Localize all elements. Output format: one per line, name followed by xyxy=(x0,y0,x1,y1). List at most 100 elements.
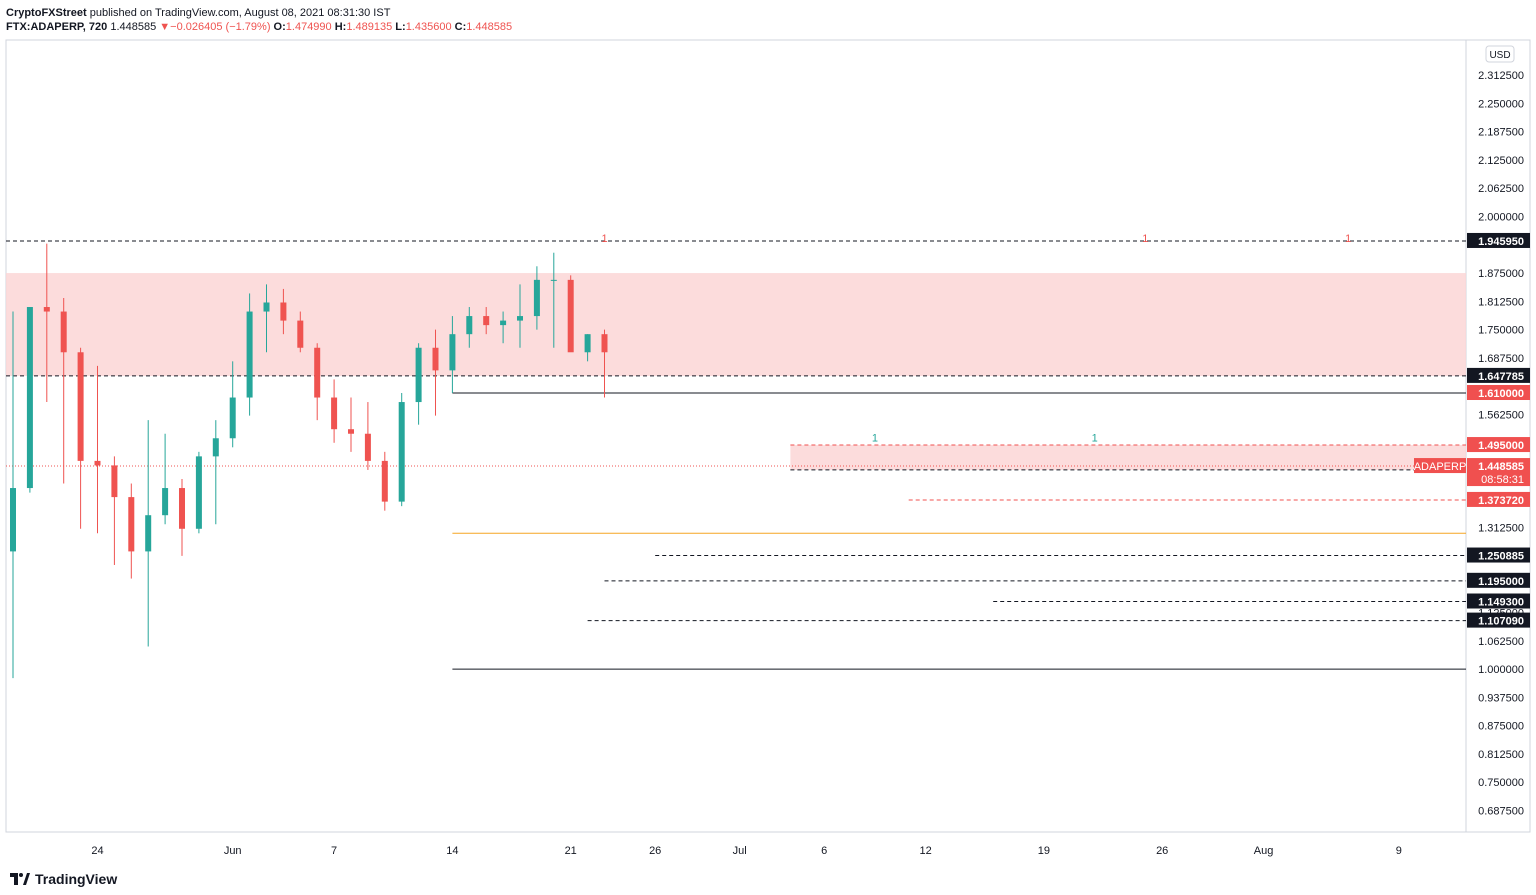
y-tick-label: 0.687500 xyxy=(1478,806,1524,818)
symbol-tag-bg xyxy=(1414,458,1466,474)
candle-body xyxy=(314,347,321,398)
currency-label: USD xyxy=(1489,50,1510,61)
level-label-text: 1.647785 xyxy=(1478,371,1524,383)
candle-body xyxy=(601,334,608,353)
level-label-text: 1.945950 xyxy=(1478,236,1524,248)
candle xyxy=(195,451,202,534)
candle xyxy=(415,343,422,425)
close-value: 1.448585 xyxy=(466,21,513,33)
level-label-bg xyxy=(1467,385,1530,401)
x-tick-label: 21 xyxy=(565,845,577,857)
candle-body xyxy=(584,334,591,353)
signal-marker: 1 xyxy=(602,233,608,245)
level-label-text: 1.107090 xyxy=(1478,616,1524,628)
level-label-text: 1.149300 xyxy=(1478,597,1524,609)
open-label: O: xyxy=(273,21,286,33)
candle xyxy=(10,311,16,679)
publisher-name[interactable]: CryptoFXStreet xyxy=(6,7,87,19)
candle xyxy=(111,456,118,565)
candle-body xyxy=(449,334,456,371)
candle-body xyxy=(246,311,253,398)
y-tick-label: 2.312500 xyxy=(1478,70,1524,82)
level-price-label: 1.195000 xyxy=(1467,572,1530,588)
candle-body xyxy=(432,347,439,371)
x-tick-label: 19 xyxy=(1038,845,1050,857)
y-tick-label: 1.812500 xyxy=(1478,296,1524,308)
candle xyxy=(500,311,507,344)
candle xyxy=(77,347,84,529)
level-label-text: 1.373720 xyxy=(1478,495,1524,507)
current-price-bg xyxy=(1467,458,1530,487)
candle-body xyxy=(348,429,354,434)
y-tick-label: 0.812500 xyxy=(1478,749,1524,761)
y-tick-label: 1.875000 xyxy=(1478,268,1524,280)
currency-box xyxy=(1485,45,1515,63)
y-tick-label: 0.750000 xyxy=(1478,777,1524,789)
candle xyxy=(229,361,236,448)
candle-body xyxy=(179,488,185,529)
y-tick-label: 1.687500 xyxy=(1478,353,1524,365)
x-tick-label: 6 xyxy=(821,845,827,857)
level-label-text: 1.250885 xyxy=(1478,551,1524,563)
candle-body xyxy=(212,438,219,457)
low-value: 1.435600 xyxy=(405,21,452,33)
candle-body xyxy=(10,488,16,552)
candle-body xyxy=(280,302,287,321)
x-tick-label: 9 xyxy=(1396,845,1402,857)
candle xyxy=(466,307,473,348)
y-tick-label: 1.312500 xyxy=(1478,523,1524,535)
candle-body xyxy=(111,465,118,498)
candle-body xyxy=(567,279,574,353)
publisher-line: CryptoFXStreet published on TradingView.… xyxy=(6,6,512,20)
y-tick-label: 1.750000 xyxy=(1478,325,1524,337)
candle xyxy=(364,402,371,470)
level-price-label: 1.373720 xyxy=(1467,491,1530,507)
candle-body xyxy=(517,316,523,321)
currency-badge: USD xyxy=(1485,45,1515,63)
candle xyxy=(128,483,135,579)
x-tick-label: Jun xyxy=(224,845,242,857)
candle-body xyxy=(60,311,67,353)
x-tick-label: 12 xyxy=(919,845,931,857)
y-tick-label: 1.562500 xyxy=(1478,410,1524,422)
candle-body xyxy=(297,320,304,348)
level-price-label: 1.250885 xyxy=(1467,547,1530,563)
candle xyxy=(60,297,67,484)
y-tick-label: 0.937500 xyxy=(1478,692,1524,704)
candle-body xyxy=(43,307,50,312)
x-tick-label: 26 xyxy=(1156,845,1168,857)
x-tick-label: Jul xyxy=(733,845,747,857)
y-tick-label: 2.187500 xyxy=(1478,127,1524,139)
symbol-label[interactable]: FTX:ADAPERP, 720 xyxy=(6,21,108,33)
candle xyxy=(179,478,185,556)
symbol-tag-text: ADAPERP xyxy=(1414,461,1467,473)
candle xyxy=(449,316,456,394)
x-tick-label: 26 xyxy=(649,845,661,857)
candle xyxy=(26,307,33,493)
candle xyxy=(381,451,388,511)
level-label-bg xyxy=(1467,367,1530,383)
candle-body xyxy=(483,316,490,326)
tradingview-branding[interactable]: TradingView xyxy=(10,871,117,887)
candle-body xyxy=(398,402,405,502)
candle-body xyxy=(162,488,169,516)
x-tick-label: 14 xyxy=(446,845,458,857)
x-tick-label: 24 xyxy=(91,845,103,857)
candle xyxy=(601,329,608,398)
level-label-bg xyxy=(1467,593,1530,609)
level-label-bg xyxy=(1467,491,1530,507)
candle-body xyxy=(94,460,101,466)
candle xyxy=(398,393,405,507)
level-label-bg xyxy=(1467,612,1530,628)
x-tick-label: 7 xyxy=(331,845,337,857)
candle xyxy=(567,275,574,353)
bar-countdown: 08:58:31 xyxy=(1481,474,1524,486)
candle xyxy=(263,284,270,353)
candle xyxy=(331,379,338,443)
candle xyxy=(550,252,557,348)
level-price-label: 1.610000 xyxy=(1467,385,1530,401)
supply-zone xyxy=(6,273,1466,376)
candle xyxy=(162,433,169,525)
